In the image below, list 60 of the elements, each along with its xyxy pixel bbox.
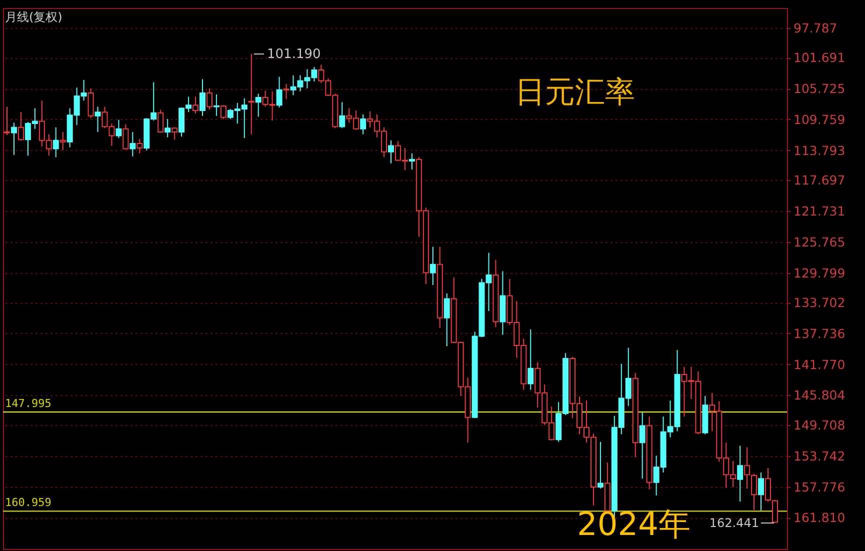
chart-subtitle: 月线(复权) (5, 10, 62, 24)
candlestick (597, 441, 604, 490)
candlestick (4, 106, 10, 136)
candlestick (60, 131, 66, 151)
candlestick (172, 126, 178, 140)
candlestick (758, 472, 764, 512)
y-tick-label: 113.793 (794, 142, 846, 158)
candlestick (94, 106, 101, 132)
candlestick (116, 119, 122, 139)
candlestick (388, 140, 394, 164)
candlestick (220, 104, 226, 120)
ref-line-label: 147.995 (5, 396, 52, 410)
y-tick-label: 121.731 (794, 204, 846, 219)
candlestick (430, 246, 436, 286)
candlestick (772, 500, 778, 524)
candlestick (283, 83, 290, 100)
y-tick-label: 149.708 (794, 418, 846, 433)
candlestick (444, 292, 450, 347)
candlestick (255, 93, 262, 118)
candlestick (122, 124, 129, 150)
y-tick-label: 105.725 (794, 81, 846, 96)
candlestick (360, 114, 366, 135)
candlestick (88, 88, 94, 119)
annotation: 101.190 (267, 47, 321, 62)
annotation: 162.441 (709, 516, 759, 530)
candlestick (206, 88, 212, 110)
candlestick (18, 112, 24, 141)
candlestick (199, 78, 206, 116)
y-tick-label: 101.691 (794, 50, 846, 66)
y-tick-label: 117.697 (794, 172, 846, 188)
candlestick (52, 126, 59, 158)
candlestick (276, 76, 282, 108)
candlestick (10, 122, 17, 156)
y-tick-label: 137.736 (794, 326, 846, 341)
y-tick-label: 161.810 (794, 510, 846, 526)
y-tick-label: 141.770 (794, 356, 846, 372)
y-tick-label: 133.702 (794, 295, 846, 310)
y-tick-label: 109.759 (794, 112, 846, 127)
candlestick (339, 102, 346, 129)
ref-line-label: 160.959 (5, 496, 52, 510)
candlestick (213, 94, 220, 116)
candlestick (192, 96, 199, 114)
candlestick (737, 445, 744, 502)
text: 日元汇率 (515, 75, 635, 110)
candlestick (158, 109, 164, 134)
y-tick-label: 129.799 (794, 265, 846, 280)
annotation: 2024年 (577, 505, 690, 543)
candlestick (130, 131, 136, 157)
y-tick-label: 145.804 (794, 388, 846, 403)
candlestick (248, 53, 254, 135)
candlestick (765, 467, 772, 502)
candlestick (164, 118, 171, 138)
candlestick (639, 412, 646, 480)
y-tick-label: 157.776 (794, 479, 846, 494)
y-tick-label: 153.742 (794, 448, 846, 464)
candlestick (408, 152, 415, 170)
candlestick (136, 138, 143, 154)
candlestick (528, 328, 534, 390)
y-tick-label: 125.765 (794, 234, 846, 250)
y-tick-label: 97.787 (794, 20, 838, 36)
